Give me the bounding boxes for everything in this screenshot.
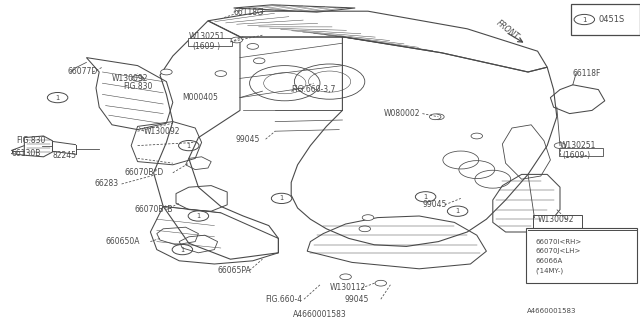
Circle shape	[471, 133, 483, 139]
Text: 660650A: 660650A	[106, 237, 140, 246]
Text: 66077D: 66077D	[67, 68, 97, 76]
FancyBboxPatch shape	[533, 215, 582, 229]
Circle shape	[247, 44, 259, 49]
Circle shape	[231, 37, 243, 43]
Text: W130112: W130112	[330, 284, 366, 292]
Circle shape	[359, 226, 371, 232]
Text: 1: 1	[456, 208, 460, 214]
Text: FIG.830: FIG.830	[16, 136, 45, 145]
Text: 66130B: 66130B	[12, 149, 41, 158]
Text: W130251: W130251	[189, 32, 225, 41]
Text: 1: 1	[424, 194, 428, 200]
Text: 1: 1	[56, 95, 60, 100]
Text: 66070B*B: 66070B*B	[134, 205, 173, 214]
Text: FIG.660-4: FIG.660-4	[266, 295, 303, 304]
Text: 1: 1	[196, 213, 200, 219]
Text: W080002: W080002	[384, 109, 420, 118]
Text: 66118F: 66118F	[573, 69, 601, 78]
Text: 99045: 99045	[236, 135, 260, 144]
Text: 66283: 66283	[95, 180, 119, 188]
Text: 82245: 82245	[52, 151, 77, 160]
Text: 66070B*D: 66070B*D	[125, 168, 164, 177]
Text: ('14MY-): ('14MY-)	[536, 267, 564, 274]
Text: 99045: 99045	[344, 295, 369, 304]
Text: FIG.830: FIG.830	[123, 82, 152, 91]
Text: 66070I<RH>: 66070I<RH>	[536, 239, 582, 244]
Circle shape	[362, 215, 374, 220]
FancyBboxPatch shape	[526, 228, 637, 283]
Circle shape	[433, 114, 444, 120]
Circle shape	[253, 58, 265, 64]
Circle shape	[132, 76, 143, 81]
Text: FRONT: FRONT	[495, 19, 521, 42]
Text: 99045: 99045	[422, 200, 447, 209]
Text: 1: 1	[582, 17, 587, 22]
Text: 1: 1	[187, 143, 191, 148]
Text: 66065PA: 66065PA	[218, 266, 252, 275]
Text: 66066A: 66066A	[536, 258, 563, 264]
Text: 1: 1	[180, 247, 184, 252]
FancyBboxPatch shape	[559, 148, 603, 156]
Text: 0451S: 0451S	[598, 15, 625, 24]
Text: M000405: M000405	[182, 93, 218, 102]
Text: A4660001583: A4660001583	[293, 310, 347, 319]
Text: (1609-): (1609-)	[562, 151, 590, 160]
Circle shape	[161, 69, 172, 75]
Circle shape	[554, 143, 566, 148]
Text: W130092: W130092	[144, 127, 180, 136]
Text: W130092: W130092	[538, 215, 574, 224]
Text: FIG.660-3,7: FIG.660-3,7	[291, 85, 335, 94]
Text: 66070J<LH>: 66070J<LH>	[536, 248, 581, 254]
FancyBboxPatch shape	[188, 38, 232, 46]
Text: 66118G: 66118G	[234, 8, 264, 17]
Circle shape	[375, 280, 387, 286]
Text: 1: 1	[280, 196, 284, 201]
Circle shape	[215, 71, 227, 76]
Text: W130251: W130251	[560, 141, 596, 150]
FancyBboxPatch shape	[571, 4, 640, 35]
Text: A4660001583: A4660001583	[527, 308, 576, 314]
Text: W130092: W130092	[112, 74, 148, 83]
Circle shape	[340, 274, 351, 280]
Circle shape	[429, 114, 441, 120]
Text: (1609-): (1609-)	[192, 42, 220, 51]
